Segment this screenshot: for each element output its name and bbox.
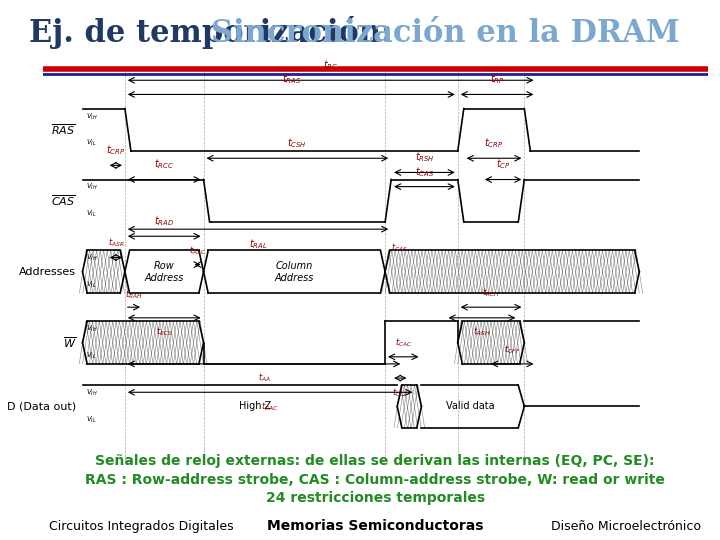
Text: Diseño Microelectrónico: Diseño Microelectrónico [551, 520, 701, 533]
Text: $t_{RC}$: $t_{RC}$ [323, 58, 338, 72]
Text: $t_{RCH}$: $t_{RCH}$ [482, 287, 500, 299]
Text: $\overline{CAS}$: $\overline{CAS}$ [51, 193, 76, 208]
Text: $t_{RAC}$: $t_{RAC}$ [261, 400, 279, 413]
Text: 24 restricciones temporales: 24 restricciones temporales [266, 491, 485, 505]
Text: $V_{IL}$: $V_{IL}$ [86, 280, 96, 291]
Text: $t_{AA}$: $t_{AA}$ [258, 372, 271, 384]
Text: Row
Address: Row Address [145, 261, 184, 282]
Text: $V_{IL}$: $V_{IL}$ [86, 209, 96, 219]
Text: $\overline{RAS}$: $\overline{RAS}$ [51, 123, 76, 137]
Text: $V_{IH}$: $V_{IH}$ [86, 182, 98, 192]
Text: $V_{IL}$: $V_{IL}$ [86, 415, 96, 425]
Text: $V_{IH}$: $V_{IH}$ [86, 388, 98, 398]
Text: $V_{IH}$: $V_{IH}$ [86, 253, 98, 264]
Text: $t_{RAD}$: $t_{RAD}$ [154, 214, 174, 228]
Text: $t_{RAH}$: $t_{RAH}$ [125, 288, 143, 301]
Text: Sincronización en la DRAM: Sincronización en la DRAM [211, 18, 680, 49]
Text: $t_{RAS}$: $t_{RAS}$ [282, 72, 301, 86]
Text: $t_{RP}$: $t_{RP}$ [490, 72, 505, 86]
Text: $t_{RAL}$: $t_{RAL}$ [248, 237, 267, 251]
Text: $\overline{W}$: $\overline{W}$ [63, 335, 76, 350]
Text: Column
Address: Column Address [274, 261, 314, 282]
Text: $t_{CSH}$: $t_{CSH}$ [287, 137, 307, 150]
Text: Señales de reloj externas: de ellas se derivan las internas (EQ, PC, SE):: Señales de reloj externas: de ellas se d… [95, 454, 655, 468]
Text: $t_{RSH}$: $t_{RSH}$ [415, 151, 434, 164]
Text: $t_{OFF}$: $t_{OFF}$ [504, 343, 521, 356]
Text: D (Data out): D (Data out) [6, 401, 76, 411]
Text: $t_{CAC}$: $t_{CAC}$ [395, 336, 412, 349]
Text: $t_{CRP}$: $t_{CRP}$ [106, 144, 125, 157]
Text: Ej. de temporización:: Ej. de temporización: [29, 16, 402, 49]
Text: Circuitos Integrados Digitales: Circuitos Integrados Digitales [49, 520, 234, 533]
Text: $t_{RCS}$: $t_{RCS}$ [156, 326, 173, 339]
Text: $V_{IH}$: $V_{IH}$ [86, 111, 98, 122]
Text: Memorias Semiconductoras: Memorias Semiconductoras [267, 519, 483, 533]
Text: $V_{IH}$: $V_{IH}$ [86, 324, 98, 334]
Text: $t_{CP}$: $t_{CP}$ [496, 158, 510, 172]
Text: $V_{IL}$: $V_{IL}$ [86, 351, 96, 361]
Text: High Z: High Z [239, 401, 271, 411]
Text: RAS : Row-address strobe, CAS : Column-address strobe, W: read or write: RAS : Row-address strobe, CAS : Column-a… [85, 472, 665, 487]
Text: $V_{IL}$: $V_{IL}$ [86, 138, 96, 149]
Text: $t_{RCC}$: $t_{RCC}$ [154, 158, 174, 172]
Text: $t_{RRH}$: $t_{RRH}$ [473, 326, 491, 339]
Text: $t_{CAS}$: $t_{CAS}$ [415, 165, 434, 179]
Text: $t_{CAS}$: $t_{CAS}$ [391, 241, 408, 254]
Text: $t_{ASR}$: $t_{ASR}$ [107, 237, 124, 249]
Text: Valid data: Valid data [446, 401, 494, 411]
Text: $t_{CLZ}$: $t_{CLZ}$ [392, 386, 409, 399]
Text: Addresses: Addresses [19, 267, 76, 276]
Text: $t_{ASC}$: $t_{ASC}$ [189, 244, 206, 256]
Text: $t_{CRP}$: $t_{CRP}$ [485, 137, 504, 150]
